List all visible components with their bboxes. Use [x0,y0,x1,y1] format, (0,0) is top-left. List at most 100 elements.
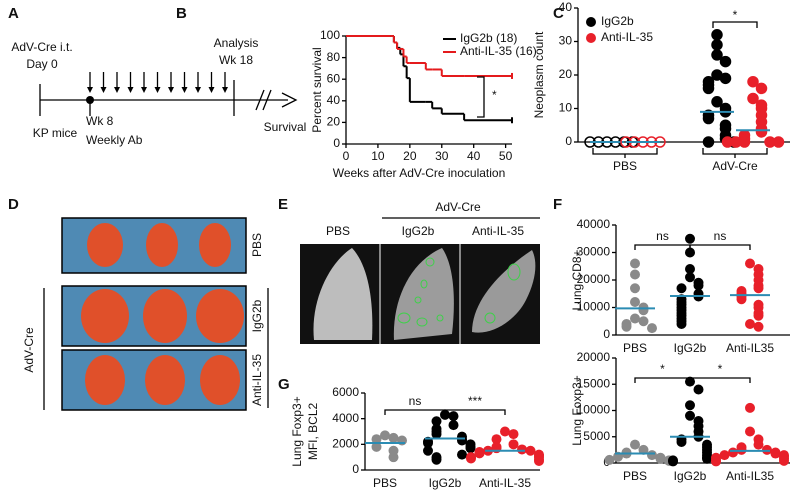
data-point [630,258,640,269]
data-point [500,426,510,437]
data-point [693,384,704,395]
significance-label: * [660,362,665,376]
tumor-outlines [397,257,521,327]
y-tick-label: 60 [327,71,341,85]
data-point [655,453,666,464]
y-tick-label: 20 [327,115,341,129]
legend-swatch [586,33,596,43]
y-tick-label: 5000 [583,429,610,443]
data-point [702,136,715,148]
x-tick-label: 20 [403,149,417,163]
data-point [676,437,687,447]
x-tick-label: Anti-IL35 [726,341,774,355]
x-tick-label: IgG2b [429,476,462,490]
data-point [630,269,640,280]
data-point [638,305,649,316]
y-tick-label: 20000 [577,350,611,364]
timeline-label: Weekly Ab [86,133,143,147]
dose-arrowhead [208,87,215,93]
x-tick-label: IgG2b [674,469,707,483]
y-axis-label: Lung Foxp3+ [570,375,584,445]
y-tick-label: 6000 [332,385,359,399]
significance-bracket [712,21,758,28]
y-axis-label: Neoplasm count [532,31,546,118]
data-point [745,258,755,269]
y-axis-label: Lung Foxp3+ [290,396,304,466]
timeline-dot [86,96,94,104]
data-point [719,55,732,68]
data-point [779,455,789,466]
significance-label: * [718,362,723,376]
y-tick-label: 20 [559,67,573,81]
data-point [711,39,723,51]
y-axis-label: Percent survival [310,47,324,132]
data-point [525,445,536,456]
y-tick-label: 20000 [577,272,611,286]
data-point [423,438,433,449]
data-point [745,319,755,329]
data-point [762,444,772,455]
data-point [630,297,640,307]
y-tick-label: 30000 [577,245,611,259]
y-tick-label: 15000 [577,376,611,390]
significance-label: * [492,88,497,102]
y-tick-label: 10000 [577,403,611,417]
y-tick-label: 2000 [332,437,359,451]
data-point [371,434,382,445]
data-point [466,453,476,464]
category-bracket [592,148,658,158]
data-point [728,447,738,458]
x-tick-label: 50 [499,149,513,163]
significance-label: ns [409,394,422,408]
data-point [491,434,502,445]
data-point [448,411,459,422]
y-tick-label: 0 [603,327,610,341]
data-point [474,448,485,459]
x-tick-label: PBS [613,159,637,173]
data-point [702,112,715,125]
data-point [465,443,476,454]
lung-image [393,248,454,340]
data-point [747,92,759,105]
legend-label: Anti-IL-35 (16) [460,44,537,58]
x-tick-label: PBS [623,341,647,355]
data-point [711,49,723,61]
x-tick-label: 10 [371,149,385,163]
data-point [753,310,764,321]
x-tick-label: Anti-IL-35 [479,476,531,490]
x-tick-label: IgG2b [674,341,707,355]
y-tick-label: 80 [327,50,341,64]
data-point [685,400,695,411]
legend-label: Anti-IL-35 [601,30,653,44]
dose-arrowhead [127,87,134,93]
y-tick-label: 40 [327,93,341,107]
data-point [755,82,768,95]
y-tick-label: 0 [333,136,340,150]
x-tick-label: PBS [373,476,397,490]
dose-arrowhead [168,87,174,93]
data-point [693,280,704,291]
data-point [517,444,527,455]
x-tick-label: PBS [623,469,647,483]
data-point [638,444,649,455]
panel-letter: C [553,5,564,22]
row-label: PBS [250,233,264,257]
data-point [685,247,695,258]
timeline-label: Wk 18 [219,53,253,67]
row-label: IgG2b [250,299,264,332]
data-point [534,456,544,467]
significance-label: ns [714,229,727,243]
data-point [388,452,399,463]
legend-swatch [586,17,596,27]
data-point [604,454,615,465]
column-label: PBS [326,224,350,238]
data-point [711,456,721,467]
data-point [647,450,657,461]
significance-label: *** [468,394,482,408]
data-point [668,456,678,467]
data-point [753,321,764,332]
dose-arrowhead [87,87,93,93]
x-tick-label: AdV-Cre [712,159,758,173]
panel-letter: B [176,5,187,22]
